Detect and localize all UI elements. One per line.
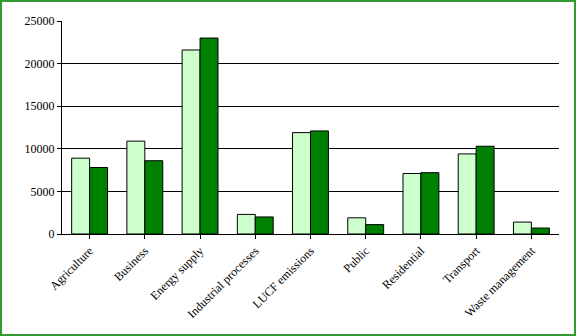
svg-text:15000: 15000	[25, 99, 55, 113]
svg-text:Industrial processes: Industrial processes	[185, 244, 262, 321]
svg-text:Energy supply: Energy supply	[147, 244, 206, 303]
svg-text:Residential: Residential	[379, 243, 428, 292]
svg-text:0: 0	[49, 227, 55, 241]
svg-text:LUCF emissions: LUCF emissions	[250, 244, 317, 311]
svg-text:5000: 5000	[31, 185, 55, 199]
svg-text:20000: 20000	[25, 57, 55, 71]
svg-text:Public: Public	[340, 244, 372, 276]
svg-text:10000: 10000	[25, 142, 55, 156]
svg-text:Agriculture: Agriculture	[47, 244, 96, 293]
svg-text:Waste management: Waste management	[462, 243, 538, 319]
svg-text:25000: 25000	[25, 14, 55, 28]
svg-text:Transport: Transport	[440, 243, 483, 286]
svg-text:Business: Business	[111, 244, 151, 284]
